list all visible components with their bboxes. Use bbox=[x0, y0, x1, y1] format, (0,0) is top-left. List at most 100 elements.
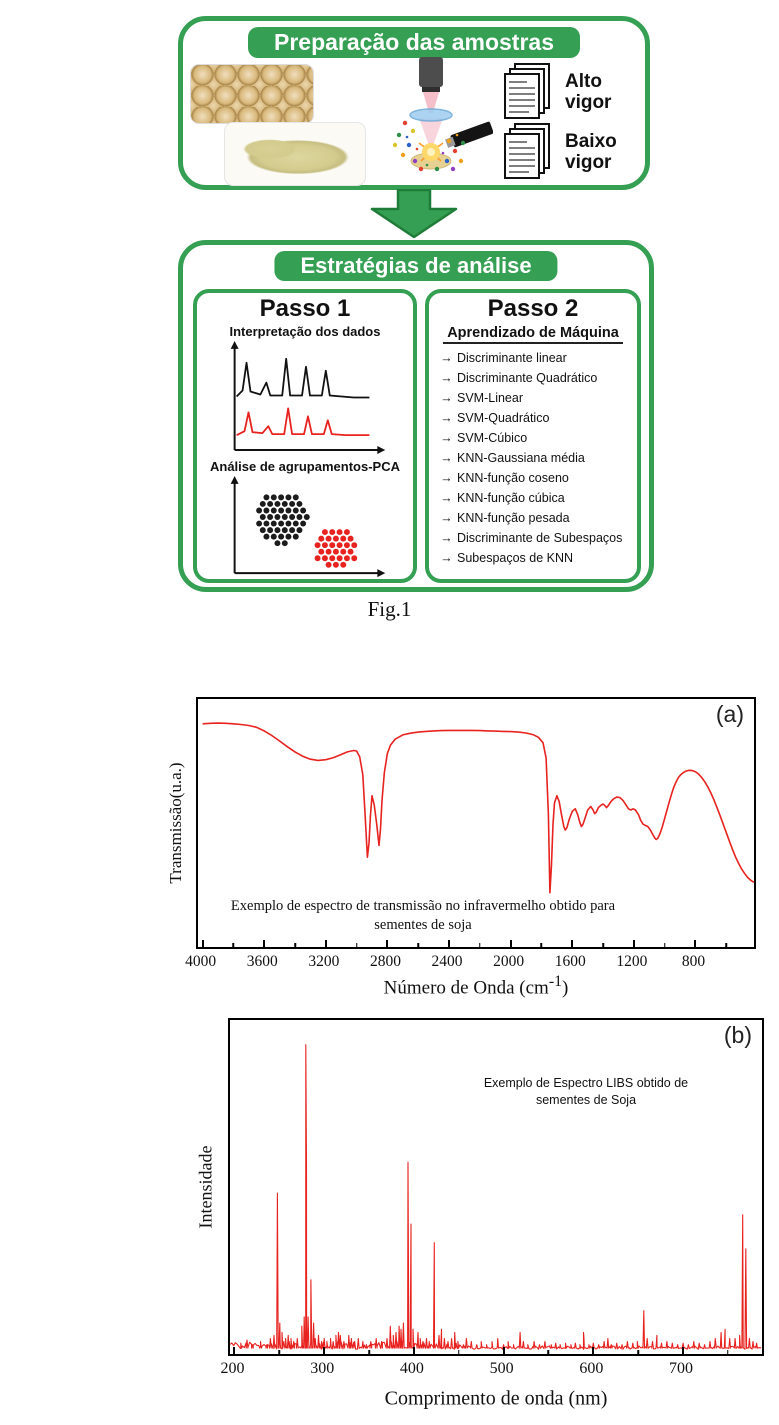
method-item: → SVM-Quadrático bbox=[439, 408, 633, 428]
x-tick-mark bbox=[632, 940, 635, 947]
x-minor-tick bbox=[637, 1350, 639, 1354]
soy-flour-image bbox=[225, 123, 365, 185]
x-tick-label: 300 bbox=[310, 1360, 335, 1377]
method-label: Subespaços de KNN bbox=[457, 551, 574, 565]
soybeans-image bbox=[191, 65, 313, 123]
plot-frame: (a) Exemplo de espectro de transmissão n… bbox=[196, 697, 756, 949]
method-item: → Discriminante Quadrático bbox=[439, 368, 633, 388]
documents-icon-alto-vigor bbox=[504, 63, 550, 119]
method-label: SVM-Quadrático bbox=[457, 411, 550, 425]
x-tick-label: 200 bbox=[220, 1360, 245, 1377]
arrow-icon: → bbox=[440, 351, 453, 365]
x-tick-mark bbox=[386, 940, 389, 947]
arrow-icon: → bbox=[440, 411, 453, 425]
method-item: → Subespaços de KNN bbox=[439, 548, 633, 568]
x-minor-tick bbox=[547, 1350, 550, 1354]
passo1-title: Passo 1 bbox=[259, 295, 351, 322]
method-label: KNN-Gaussiana média bbox=[457, 451, 585, 465]
plot-frame: (b) Exemplo de Espectro LIBS obtido de s… bbox=[228, 1018, 764, 1356]
arrow-icon: → bbox=[440, 451, 453, 465]
pca-clustering-label: Análise de agrupamentos-PCA bbox=[210, 458, 400, 474]
libs-spectrum-chart: Intensidade (b) Exemplo de Espectro LIBS… bbox=[188, 1018, 779, 1410]
x-tick-mark bbox=[323, 1347, 326, 1354]
x-tick-mark bbox=[233, 1347, 236, 1354]
method-item: → KNN-Gaussiana média bbox=[439, 448, 633, 468]
method-label: SVM-Linear bbox=[457, 391, 523, 405]
arrow-icon: → bbox=[440, 371, 453, 385]
method-item: → KNN-função cúbica bbox=[439, 488, 633, 508]
x-axis-label-text: Número de Onda (cm bbox=[383, 977, 549, 999]
arrow-icon: → bbox=[440, 391, 453, 405]
arrow-icon: → bbox=[440, 431, 453, 445]
chart-a-annotation: Exemplo de espectro de transmissão no in… bbox=[230, 898, 616, 933]
x-axis-label-sup: -1 bbox=[548, 973, 562, 990]
x-tick-label: 800 bbox=[681, 953, 706, 970]
analysis-strategies-title: Estratégias de análise bbox=[274, 251, 558, 281]
passo2-box: Passo 2 Aprendizado de Máquina → Discrimi… bbox=[425, 289, 641, 583]
x-tick-mark bbox=[571, 940, 574, 947]
x-minor-tick bbox=[355, 943, 358, 947]
method-item: → KNN-função coseno bbox=[439, 468, 633, 488]
libs-spectrum-plot bbox=[229, 1044, 762, 1350]
analysis-strategies-box: Estratégias de análise Passo 1 Interpret… bbox=[178, 240, 654, 592]
method-item: → Discriminante linear bbox=[439, 348, 633, 368]
method-label: SVM-Cúbico bbox=[457, 431, 528, 445]
arrow-icon: → bbox=[440, 471, 453, 485]
x-minor-tick bbox=[725, 943, 728, 947]
chart-b-annotation: Exemplo de Espectro LIBS obtido de semen… bbox=[483, 1076, 689, 1107]
passo2-title: Passo 2 bbox=[487, 295, 579, 322]
x-minor-tick bbox=[294, 943, 296, 947]
method-label: KNN-função pesada bbox=[457, 511, 570, 525]
method-item: → SVM-Linear bbox=[439, 388, 633, 408]
sample-preparation-box: Preparação das amostras bbox=[178, 16, 650, 190]
x-tick-row: 200 300 400 500 600 700 bbox=[220, 1360, 764, 1380]
x-tick-label: 2800 bbox=[369, 953, 401, 970]
arrow-icon: → bbox=[440, 551, 453, 565]
arrow-icon: → bbox=[440, 511, 453, 525]
x-minor-tick bbox=[540, 943, 543, 947]
x-tick-mark bbox=[263, 940, 266, 947]
x-minor-tick bbox=[663, 943, 666, 947]
method-label: KNN-função cúbica bbox=[457, 491, 565, 505]
method-item: → SVM-Cúbico bbox=[439, 428, 633, 448]
x-tick-label: 2400 bbox=[431, 953, 463, 970]
x-axis-label-text: Comprimento de onda (nm) bbox=[384, 1387, 608, 1410]
x-minor-tick bbox=[278, 1350, 281, 1354]
arrow-icon: → bbox=[440, 531, 453, 545]
passo1-box: Passo 1 Interpretação dos dados Análise … bbox=[193, 289, 417, 583]
spectrum-curve bbox=[202, 722, 755, 894]
figure-caption: Fig.1 bbox=[367, 597, 412, 621]
y-axis-label: Transmissão(u.a.) bbox=[166, 762, 185, 884]
x-minor-tick bbox=[417, 943, 419, 947]
panel-label-a: (a) bbox=[715, 701, 744, 727]
sample-preparation-title: Preparação das amostras bbox=[248, 27, 580, 58]
x-minor-tick bbox=[727, 1350, 729, 1354]
x-minor-tick bbox=[458, 1350, 460, 1354]
label-alto-vigor: Alto vigor bbox=[565, 71, 612, 113]
x-tick-mark bbox=[592, 1347, 595, 1354]
x-tick-mark bbox=[412, 1347, 415, 1354]
data-interpretation-label: Interpretação dos dados bbox=[229, 324, 381, 339]
x-tick-mark bbox=[324, 940, 327, 947]
spectra-sketch bbox=[230, 340, 386, 454]
documents-icon-baixo-vigor bbox=[504, 123, 550, 179]
x-axis-label: Número de Onda (cm-1) bbox=[196, 973, 756, 999]
x-minor-tick bbox=[479, 943, 481, 947]
method-label: Discriminante linear bbox=[457, 351, 567, 365]
panel-label-b: (b) bbox=[723, 1022, 752, 1048]
x-tick-mark bbox=[694, 940, 697, 947]
x-tick-mark bbox=[682, 1347, 685, 1354]
x-tick-label: 500 bbox=[489, 1360, 514, 1377]
y-axis-label: Intensidade bbox=[195, 1145, 216, 1229]
laser-ablation-illustration bbox=[392, 57, 493, 172]
x-minor-tick bbox=[232, 943, 235, 947]
x-tick-mark bbox=[448, 940, 451, 947]
spectrum-curve bbox=[229, 1044, 762, 1350]
x-tick-label: 1600 bbox=[554, 953, 586, 970]
x-tick-mark bbox=[509, 940, 512, 947]
x-tick-label: 3200 bbox=[308, 953, 340, 970]
arrow-icon: → bbox=[440, 491, 453, 505]
x-tick-label: 1200 bbox=[616, 953, 648, 970]
x-tick-label: 600 bbox=[579, 1360, 604, 1377]
